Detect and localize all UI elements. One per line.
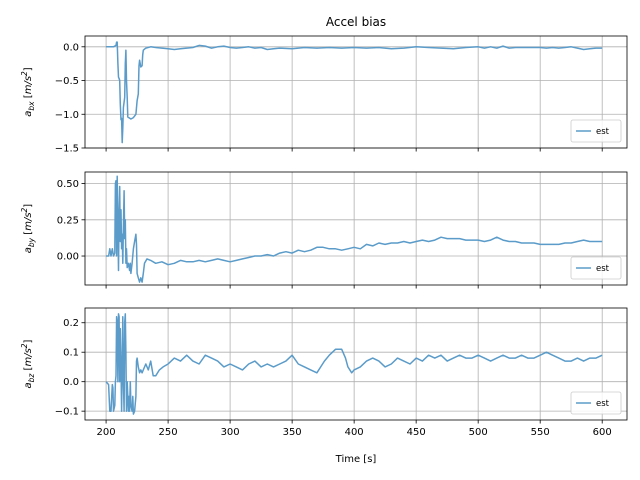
chart-title: Accel bias — [326, 15, 386, 29]
series-line-est — [106, 41, 603, 144]
x-tick-label: 300 — [221, 427, 240, 438]
axes-frame — [84, 35, 628, 149]
legend: est — [570, 119, 622, 143]
x-tick-label: 550 — [531, 427, 550, 438]
y-axis-label: aby [m/s2] — [20, 204, 36, 254]
legend: est — [570, 391, 622, 415]
subplot-1: −1.5 −1.0 −0.5 0.0 abx [m/s2] est — [20, 35, 628, 155]
x-tick-label: 400 — [345, 427, 364, 438]
y-tick-label: 0.50 — [57, 179, 79, 190]
y-tick-label: 0.00 — [57, 252, 79, 263]
legend-label: est — [596, 264, 610, 274]
subplot-3: 200 250 300 350 400 450 500 550 600 −0.1 0.0 0.1 0.2… — [20, 307, 628, 438]
y-axis-label: abx [m/s2] — [20, 67, 36, 117]
legend-box — [570, 119, 622, 143]
axes-frame — [84, 171, 628, 286]
y-tick-label: −0.1 — [55, 407, 79, 418]
legend-box — [570, 256, 622, 280]
legend: est — [570, 256, 622, 280]
x-tick-label: 600 — [593, 427, 612, 438]
y-tick-label: 0.2 — [63, 318, 79, 329]
axes-frame — [84, 307, 628, 421]
x-tick-label: 250 — [159, 427, 178, 438]
subplot-panels: −1.5 −1.0 −0.5 0.0 abx [m/s2] est 0.00 0.25 0.50… — [20, 35, 628, 438]
y-tick-label: −1.0 — [55, 110, 79, 121]
x-tick-label: 500 — [469, 427, 488, 438]
series-line-est — [106, 175, 603, 283]
series-line-est — [105, 313, 603, 415]
y-tick-label: 0.25 — [57, 215, 79, 226]
x-tick-label: 200 — [97, 427, 116, 438]
x-tick-label: 350 — [283, 427, 302, 438]
y-tick-label: 0.1 — [63, 348, 79, 359]
y-tick-label: 0.0 — [63, 377, 79, 388]
x-axis-label: Time [s] — [335, 454, 377, 465]
subplot-2: 0.00 0.25 0.50 aby [m/s2] est — [20, 171, 628, 289]
y-tick-label: −1.5 — [55, 144, 79, 155]
x-tick-label: 450 — [407, 427, 426, 438]
legend-label: est — [596, 399, 610, 409]
y-axis-label: abz [m/s2] — [20, 339, 36, 388]
legend-label: est — [596, 127, 610, 137]
legend-box — [570, 391, 622, 415]
y-tick-label: 0.0 — [63, 42, 79, 53]
y-tick-label: −0.5 — [55, 76, 79, 87]
